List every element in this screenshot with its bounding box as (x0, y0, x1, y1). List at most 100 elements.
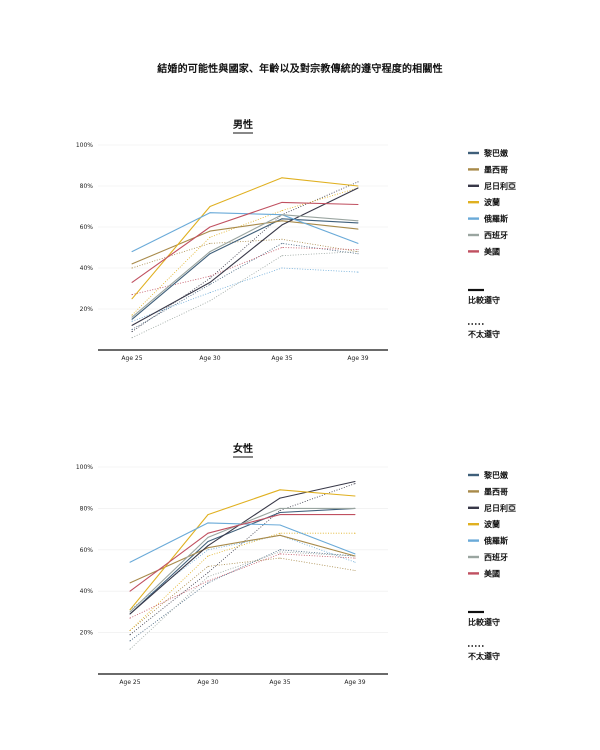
data-point (131, 320, 133, 322)
data-point (357, 249, 359, 251)
data-point (279, 510, 281, 511)
data-point (207, 580, 209, 582)
series-line-less-observant (131, 247, 359, 295)
data-point (129, 582, 131, 584)
data-point (279, 524, 281, 526)
legend-item-label: 墨西哥 (484, 486, 508, 496)
panel-men: 男性 20% 40% 60% 80% 100% Age 25 Age 30 Age 35 Age … (76, 118, 388, 362)
data-point (209, 230, 211, 232)
data-point (131, 318, 133, 320)
data-point (354, 483, 356, 485)
legend-observant-label: 比較遵守 (468, 617, 500, 627)
data-point (129, 617, 131, 619)
data-point (131, 298, 133, 300)
data-point (279, 551, 281, 553)
panel-title: 男性 (233, 118, 253, 131)
data-point (279, 514, 281, 516)
legend-less-observant-label: 不太遵守 (468, 651, 500, 661)
x-tick-label: Age 39 (344, 679, 365, 686)
legend-less-observant-label: 不太遵守 (468, 329, 500, 339)
data-point (131, 331, 133, 333)
x-tick-label: Age 35 (269, 679, 290, 686)
series-line-observant (129, 507, 356, 615)
series-line-less-observant (129, 549, 356, 642)
legend-item-label: 西班牙 (484, 552, 508, 562)
data-point (131, 314, 133, 316)
data-point (357, 185, 359, 187)
y-tick-label: 40% (80, 265, 94, 272)
data-point (129, 561, 131, 563)
data-point (131, 329, 133, 330)
data-point (354, 514, 356, 516)
series-line-observant (131, 214, 359, 318)
data-point (129, 609, 131, 611)
data-point (281, 224, 283, 226)
series-line-less-observant (131, 238, 359, 269)
data-point (357, 187, 359, 189)
data-point (207, 572, 209, 574)
data-point (357, 220, 359, 222)
data-point (279, 557, 281, 559)
series-line-less-observant (131, 181, 359, 332)
y-tick-label: 40% (80, 588, 94, 595)
data-point (357, 222, 359, 224)
series-line-observant (129, 480, 356, 615)
data-point (207, 547, 209, 549)
page-title: 結婚的可能性與國家、年齡以及對宗教傳統的遵守程度的相關性 (157, 64, 443, 75)
data-point (129, 611, 131, 613)
data-point (207, 549, 209, 551)
data-point (207, 536, 209, 538)
series-line-observant (131, 177, 359, 300)
data-point (129, 613, 131, 615)
legend-item-label: 俄羅斯 (483, 214, 508, 224)
series-line-less-observant (131, 242, 359, 330)
data-point (279, 497, 281, 499)
data-point (207, 522, 209, 524)
data-point (354, 561, 356, 563)
series-line-less-observant (129, 532, 355, 631)
data-point (207, 514, 209, 516)
data-point (279, 532, 281, 534)
x-tick-label: Age 30 (197, 679, 218, 686)
data-point (357, 228, 359, 230)
series-line-observant (131, 218, 359, 320)
data-point (129, 590, 131, 592)
data-point (207, 576, 209, 578)
data-point (279, 549, 281, 551)
legend-item-label: 波蘭 (484, 197, 500, 207)
data-point (209, 251, 211, 253)
data-point (131, 324, 133, 326)
series-line-observant (129, 514, 355, 592)
data-point (357, 251, 359, 253)
data-point (279, 512, 281, 513)
panel-women: 女性 20% 40% 60% 80% 100% Age 25 Age 30 Age 35 Age … (76, 442, 388, 686)
data-point (131, 267, 133, 269)
panel-title: 女性 (233, 442, 253, 455)
data-point (209, 253, 211, 255)
y-tick-label: 80% (80, 505, 94, 512)
series-line-less-observant (131, 187, 359, 316)
series-line-less-observant (129, 557, 356, 631)
legend-item-label: 黎巴嫩 (484, 148, 509, 158)
legend-item-label: 美國 (484, 568, 500, 578)
series-line-observant (131, 220, 359, 265)
x-tick-label: Age 35 (271, 355, 292, 362)
data-point (354, 495, 356, 497)
data-point (131, 316, 133, 318)
legend-observant-label: 比較遵守 (468, 295, 500, 305)
y-tick-label: 20% (80, 306, 94, 313)
data-point (354, 555, 356, 557)
data-point (281, 220, 283, 222)
data-point (131, 281, 133, 283)
legend-item-label: 波蘭 (484, 519, 500, 529)
data-point (279, 489, 281, 491)
data-point (209, 236, 211, 238)
data-point (209, 226, 211, 228)
data-point (279, 534, 281, 536)
y-tick-label: 60% (80, 547, 94, 554)
data-point (279, 507, 281, 509)
data-point (209, 300, 211, 302)
data-point (281, 177, 283, 179)
